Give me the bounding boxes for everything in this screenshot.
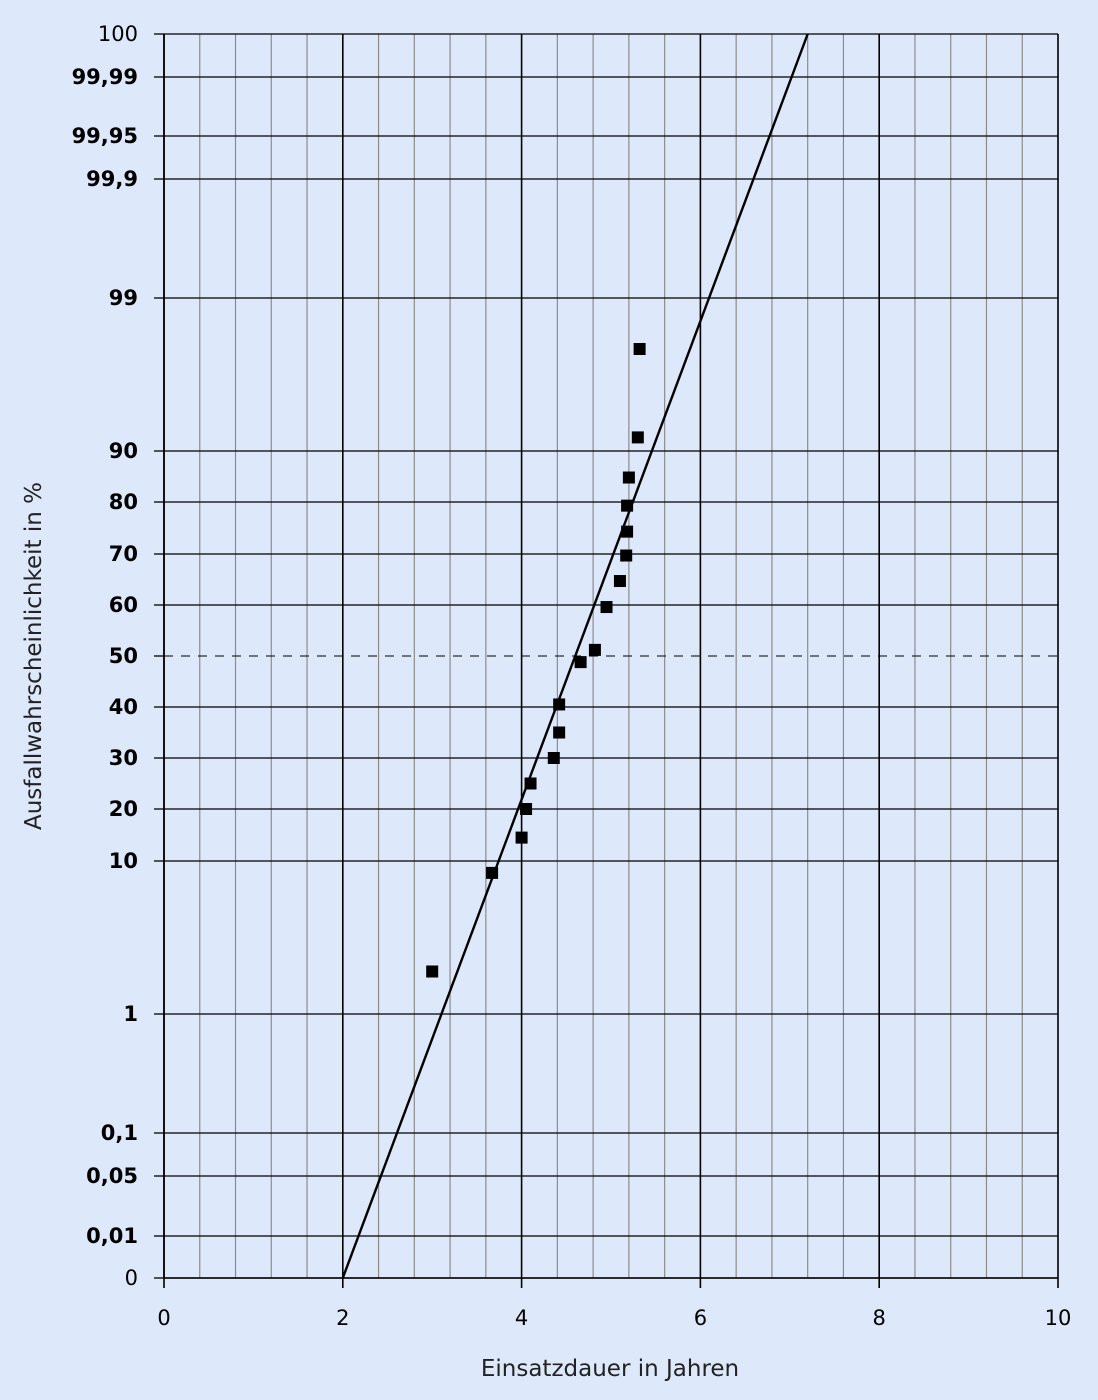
y-tick-label: 80 [109, 490, 138, 514]
y-tick-labels: 0 0,01 0,05 0,1 1 10 20 30 40 50 60 70 80 90 99 99,9 99,… [72, 22, 138, 1290]
data-point [553, 726, 566, 739]
x-tick-label: 8 [873, 1306, 886, 1330]
y-tick-label: 20 [109, 797, 138, 821]
data-point [547, 752, 560, 764]
data-point [515, 831, 528, 844]
data-point [621, 499, 634, 512]
x-tick-label: 10 [1045, 1306, 1072, 1330]
y-tick-label: 30 [109, 746, 138, 770]
data-point [600, 601, 613, 614]
grid [154, 33, 1059, 1288]
y-tick-label: 90 [109, 439, 138, 463]
data-point [553, 698, 566, 711]
x-axis-label: Einsatzdauer in Jahren [481, 1356, 739, 1382]
data-point [588, 643, 601, 656]
data-point [613, 575, 626, 588]
y-tick-label: 40 [109, 695, 138, 719]
y-tick-label: 70 [109, 542, 138, 566]
y-tick-label: 10 [109, 849, 138, 873]
x-tick-label: 6 [694, 1306, 707, 1330]
y-axis-label: Ausfallwahrscheinlichkeit in % [21, 482, 47, 830]
data-point [633, 343, 646, 355]
y-tick-label: 0,05 [86, 1164, 138, 1188]
y-tick-label: 50 [109, 644, 138, 668]
y-tick-label: 60 [109, 593, 138, 617]
data-point [621, 525, 634, 538]
y-tick-label: 99,99 [72, 65, 138, 89]
x-tick-labels: 0 2 4 6 8 10 [157, 1306, 1071, 1330]
data-point [524, 777, 537, 790]
y-tick-label: 0 [125, 1266, 138, 1290]
y-tick-label: 99 [109, 286, 138, 310]
x-tick-label: 2 [336, 1306, 349, 1330]
data-point [520, 803, 533, 815]
y-tick-label: 0,01 [86, 1224, 138, 1248]
fit-line [341, 33, 809, 1279]
data-points [426, 343, 646, 978]
data-point [631, 431, 644, 444]
x-tick-label: 4 [515, 1306, 528, 1330]
data-point [486, 866, 499, 879]
data-point [426, 965, 439, 978]
data-point [622, 471, 635, 484]
y-tick-label: 0,1 [101, 1121, 138, 1145]
y-tick-label: 1 [123, 1002, 138, 1026]
x-tick-label: 0 [157, 1306, 170, 1330]
y-tick-label: 99,9 [86, 167, 138, 191]
fit-line-group [341, 33, 809, 1279]
data-point [574, 656, 587, 669]
y-tick-label: 100 [98, 22, 138, 46]
data-point [620, 549, 633, 562]
y-tick-label: 99,95 [72, 124, 138, 148]
